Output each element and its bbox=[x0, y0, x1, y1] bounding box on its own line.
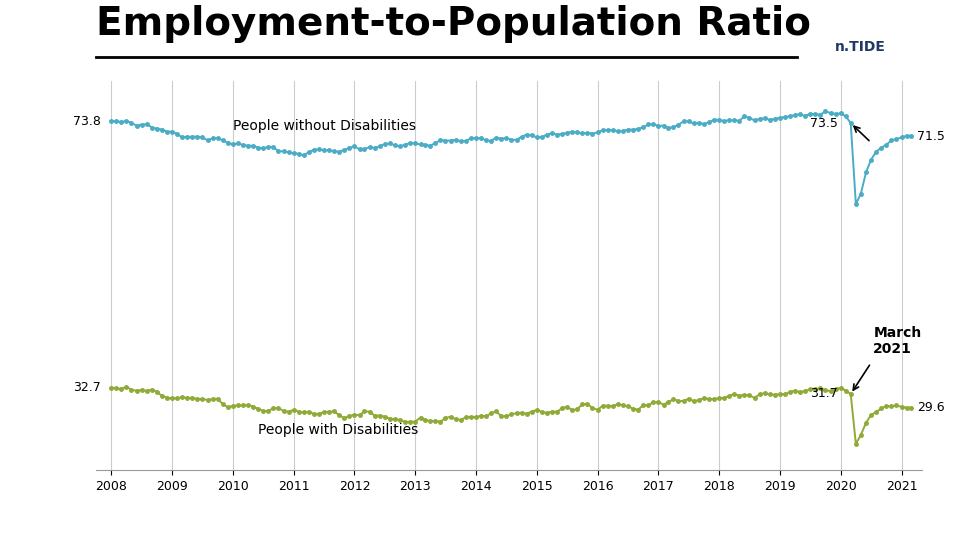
Text: People with Disabilities: People with Disabilities bbox=[258, 423, 419, 437]
Text: 31.7: 31.7 bbox=[810, 388, 838, 401]
Text: People without Disabilities: People without Disabilities bbox=[233, 119, 416, 133]
Text: 73.5: 73.5 bbox=[810, 117, 838, 130]
Text: 73.8: 73.8 bbox=[73, 114, 101, 127]
Text: n.TIDE: n.TIDE bbox=[835, 40, 886, 54]
Text: 71.5: 71.5 bbox=[917, 130, 946, 143]
Text: 29.6: 29.6 bbox=[917, 401, 945, 414]
Text: 28: 28 bbox=[922, 513, 941, 528]
Text: #nTIDE: #nTIDE bbox=[19, 513, 77, 528]
Text: 32.7: 32.7 bbox=[73, 381, 101, 394]
Text: March
2021: March 2021 bbox=[874, 326, 922, 356]
Text: Employment-to-Population Ratio: Employment-to-Population Ratio bbox=[96, 5, 811, 43]
